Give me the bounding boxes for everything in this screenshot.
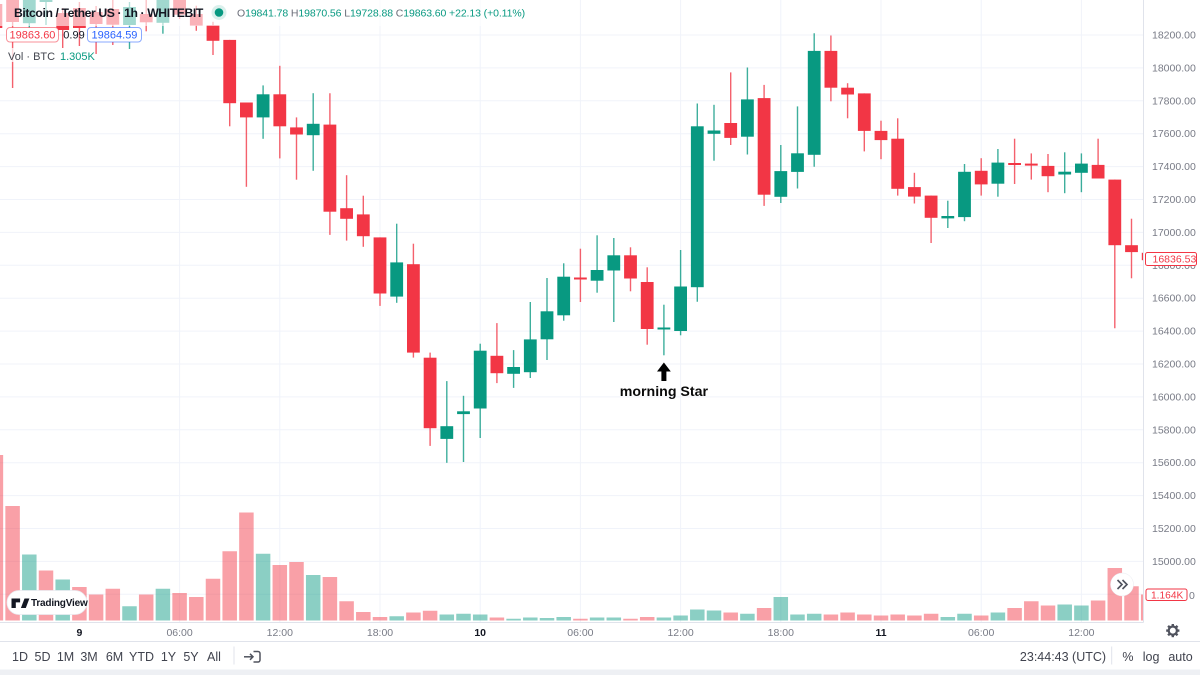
- svg-text:17600.00: 17600.00: [1152, 128, 1196, 140]
- svg-text:Bitcoin / Tether US · 1h · WHI: Bitcoin / Tether US · 1h · WHITEBIT: [14, 6, 204, 20]
- svg-text:19863.60: 19863.60: [10, 30, 56, 42]
- svg-text:log: log: [1143, 650, 1160, 664]
- svg-text:3M: 3M: [80, 650, 97, 664]
- svg-text:12:00: 12:00: [1068, 627, 1094, 639]
- svg-text:15400.00: 15400.00: [1152, 490, 1196, 502]
- svg-text:16600.00: 16600.00: [1152, 293, 1196, 305]
- svg-text:1Y: 1Y: [161, 650, 177, 664]
- svg-text:17200.00: 17200.00: [1152, 194, 1196, 206]
- svg-text:%: %: [1122, 650, 1133, 664]
- svg-text:1D: 1D: [12, 650, 28, 664]
- svg-text:5Y: 5Y: [183, 650, 199, 664]
- svg-text:All: All: [207, 650, 221, 664]
- svg-text:12:00: 12:00: [667, 627, 693, 639]
- svg-text:17400.00: 17400.00: [1152, 161, 1196, 173]
- svg-text:1.164K: 1.164K: [1151, 590, 1183, 601]
- svg-text:15800.00: 15800.00: [1152, 424, 1196, 436]
- svg-text:YTD: YTD: [129, 650, 154, 664]
- svg-text:O19841.78 H19870.56 L19728.88: O19841.78 H19870.56 L19728.88 C19863.60 …: [237, 8, 525, 20]
- svg-text:10: 10: [474, 627, 486, 639]
- svg-text:morning Star: morning Star: [620, 384, 709, 400]
- svg-text:0.99: 0.99: [63, 30, 84, 42]
- svg-text:06:00: 06:00: [166, 627, 192, 639]
- svg-text:6M: 6M: [106, 650, 123, 664]
- svg-text:18200.00: 18200.00: [1152, 30, 1196, 42]
- svg-text:18:00: 18:00: [768, 627, 794, 639]
- svg-text:23:44:43 (UTC): 23:44:43 (UTC): [1020, 650, 1106, 664]
- svg-text:Vol · BTC: Vol · BTC: [8, 51, 55, 63]
- svg-text:5D: 5D: [35, 650, 51, 664]
- svg-text:1M: 1M: [57, 650, 74, 664]
- svg-text:19864.59: 19864.59: [92, 30, 138, 42]
- svg-text:15000.00: 15000.00: [1152, 556, 1196, 568]
- svg-text:15200.00: 15200.00: [1152, 523, 1196, 535]
- svg-text:18:00: 18:00: [367, 627, 393, 639]
- svg-text:16000.00: 16000.00: [1152, 391, 1196, 403]
- svg-text:16836.53: 16836.53: [1153, 254, 1197, 266]
- svg-text:17000.00: 17000.00: [1152, 227, 1196, 239]
- svg-text:11: 11: [875, 627, 886, 639]
- svg-text:auto: auto: [1168, 650, 1192, 664]
- svg-text:1.305K: 1.305K: [60, 51, 96, 63]
- svg-text:9: 9: [76, 627, 82, 639]
- svg-text:16200.00: 16200.00: [1152, 359, 1196, 371]
- svg-text:06:00: 06:00: [567, 627, 593, 639]
- svg-text:TradingView: TradingView: [31, 598, 88, 609]
- svg-text:18000.00: 18000.00: [1152, 62, 1196, 74]
- svg-text:17800.00: 17800.00: [1152, 95, 1196, 107]
- svg-text:15600.00: 15600.00: [1152, 457, 1196, 469]
- svg-text:12:00: 12:00: [267, 627, 293, 639]
- svg-text:06:00: 06:00: [968, 627, 994, 639]
- svg-text:16400.00: 16400.00: [1152, 326, 1196, 338]
- svg-text:0: 0: [1189, 590, 1195, 602]
